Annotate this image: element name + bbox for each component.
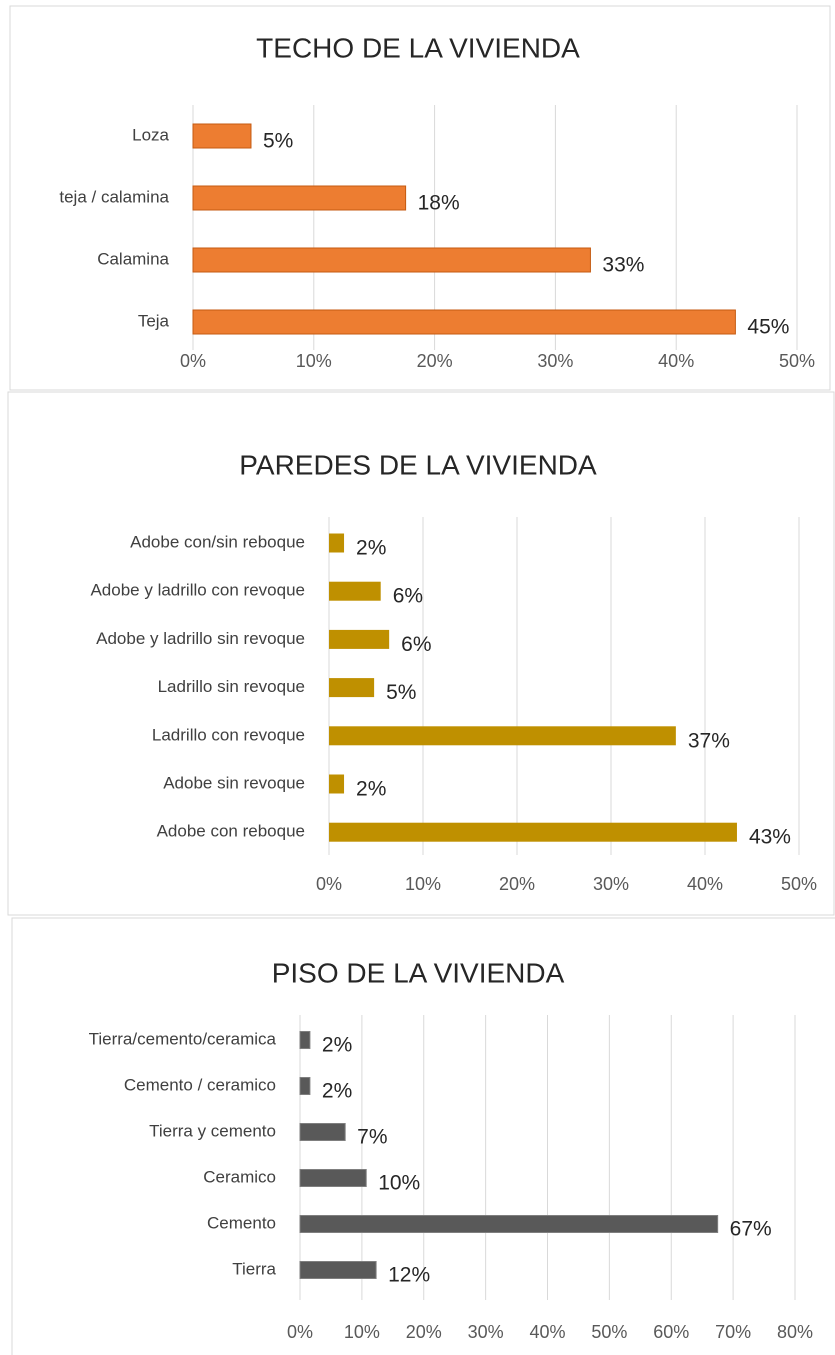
category-label: Adobe con/sin reboque [130,532,305,551]
value-label: 18% [418,192,460,215]
x-tick-label: 20% [499,874,535,894]
value-label: 43% [749,826,791,849]
category-label: Calamina [97,249,169,268]
x-tick-label: 0% [180,351,206,371]
bar [192,185,407,211]
bar [329,581,381,601]
category-label: Cemento / ceramico [124,1075,276,1094]
bar [299,1031,311,1049]
x-tick-label: 50% [779,351,815,371]
category-label: Ladrillo con revoque [152,725,305,744]
category-label: Tierra/cemento/ceramica [89,1029,277,1048]
chart-frame [7,391,835,916]
x-tick-label: 30% [468,1322,504,1342]
value-label: 67% [730,1218,772,1241]
category-label: Cemento [207,1213,276,1232]
value-label: 10% [378,1172,420,1195]
bar [299,1169,367,1187]
bar [192,123,252,149]
chart-title: PISO DE LA VIVIENDA [272,957,565,988]
bar [329,678,375,698]
chart-title: TECHO DE LA VIVIENDA [256,32,580,63]
category-label: Tierra y cemento [149,1121,276,1140]
bar [192,309,736,335]
x-tick-label: 0% [316,874,342,894]
value-label: 2% [322,1080,352,1103]
category-label: Adobe y ladrillo sin revoque [96,629,305,648]
bar [329,533,345,553]
chart-title: PAREDES DE LA VIVIENDA [239,449,597,480]
x-tick-label: 60% [653,1322,689,1342]
x-tick-label: 20% [406,1322,442,1342]
value-label: 2% [356,778,386,801]
x-tick-label: 70% [715,1322,751,1342]
category-label: teja / calamina [59,187,169,206]
bar [299,1261,377,1279]
x-tick-label: 50% [591,1322,627,1342]
x-tick-label: 10% [296,351,332,371]
category-label: Ladrillo sin revoque [158,677,305,696]
category-label: Loza [132,125,169,144]
value-label: 2% [322,1034,352,1057]
bar [329,822,737,842]
bar [299,1215,719,1233]
value-label: 33% [602,254,644,277]
x-tick-label: 40% [687,874,723,894]
value-label: 7% [357,1126,387,1149]
value-label: 2% [356,537,386,560]
bar [299,1123,346,1141]
category-label: Adobe con reboque [157,822,305,841]
x-tick-label: 20% [417,351,453,371]
bar [192,247,591,273]
x-tick-label: 0% [287,1322,313,1342]
chart-frame [9,5,831,391]
x-tick-label: 10% [344,1322,380,1342]
value-label: 6% [393,585,423,608]
bar [329,629,390,649]
bar [329,726,676,746]
value-label: 5% [386,681,416,704]
x-tick-label: 50% [781,874,817,894]
category-label: Teja [138,311,170,330]
category-label: Adobe y ladrillo con revoque [90,581,305,600]
x-tick-label: 30% [593,874,629,894]
value-label: 37% [688,729,730,752]
category-label: Ceramico [203,1167,276,1186]
x-tick-label: 40% [658,351,694,371]
category-label: Tierra [232,1259,276,1278]
bar [299,1077,311,1095]
x-tick-label: 80% [777,1322,813,1342]
value-label: 6% [401,633,431,656]
category-label: Adobe sin revoque [163,773,305,792]
bar [329,774,345,794]
value-label: 5% [263,130,293,153]
value-label: 12% [388,1264,430,1287]
x-tick-label: 30% [537,351,573,371]
chart-frame [11,917,835,1355]
x-tick-label: 40% [529,1322,565,1342]
value-label: 45% [747,316,789,339]
x-tick-label: 10% [405,874,441,894]
